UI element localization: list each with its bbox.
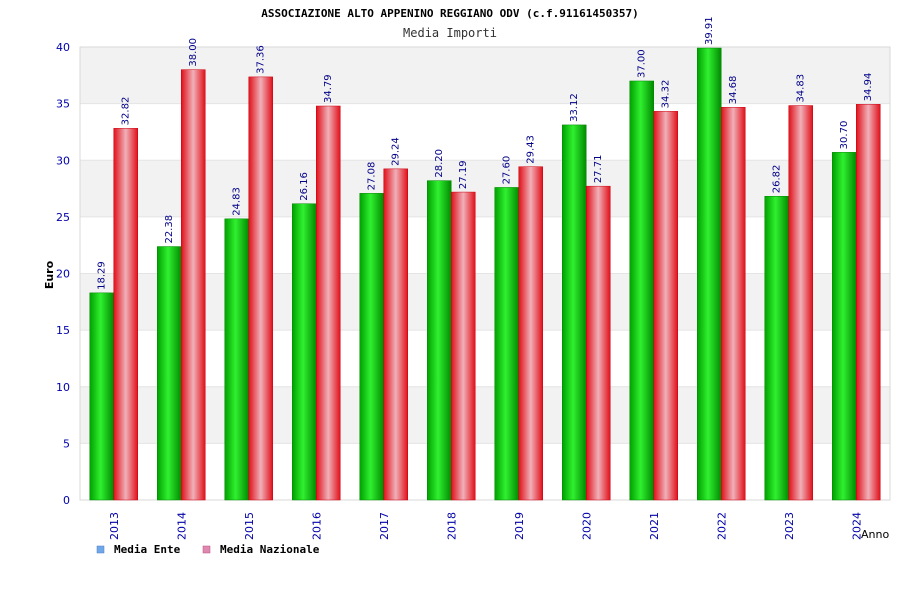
bar-media-ente-2020: [562, 124, 587, 501]
bar-media-nazionale-2023: [788, 105, 813, 501]
bar-media-ente-2023: [764, 196, 789, 501]
y-tick-label: 20: [56, 268, 70, 281]
y-axis-ticks: 0 5 10 15 20 25 30 35 40: [56, 41, 70, 507]
legend-swatch-media-nazionale: [202, 545, 211, 554]
data-label-media-nazionale-2021: 34.32: [661, 80, 672, 109]
x-tick-label-2022: 2022: [715, 512, 728, 540]
bar-media-nazionale-2022: [721, 106, 746, 501]
x-tick-label-2019: 2019: [513, 512, 526, 540]
bar-media-ente-2017: [359, 193, 384, 501]
x-tick-label-2023: 2023: [783, 512, 796, 540]
x-tick-label-2017: 2017: [378, 512, 391, 540]
y-tick-label: 40: [56, 41, 70, 54]
legend-label-media-ente: Media Ente: [114, 543, 181, 556]
data-label-media-ente-2024: 30.70: [839, 121, 850, 150]
x-axis-label: Anno: [861, 528, 889, 541]
data-label-media-nazionale-2013: 32.82: [121, 97, 132, 126]
x-tick-label-2015: 2015: [243, 512, 256, 540]
data-label-media-ente-2022: 39.91: [704, 16, 715, 45]
data-label-media-ente-2015: 24.83: [232, 187, 243, 216]
plot-band: [80, 47, 890, 104]
bar-media-ente-2013: [89, 292, 114, 501]
x-tick-label-2013: 2013: [108, 512, 121, 540]
plot-band: [80, 160, 890, 217]
bar-media-nazionale-2014: [181, 69, 206, 501]
legend: Media Ente Media Nazionale: [96, 543, 320, 556]
bar-media-nazionale-2021: [653, 111, 678, 501]
data-label-media-ente-2018: 28.20: [434, 149, 445, 178]
data-label-media-nazionale-2015: 37.36: [256, 45, 267, 74]
bar-media-nazionale-2015: [248, 76, 273, 501]
bar-media-ente-2014: [157, 246, 182, 501]
x-tick-label-2018: 2018: [445, 512, 458, 540]
data-label-media-nazionale-2023: 34.83: [796, 74, 807, 103]
bar-media-nazionale-2020: [586, 185, 611, 501]
bar-media-ente-2015: [224, 218, 249, 501]
bar-media-ente-2022: [697, 47, 722, 501]
y-tick-label: 15: [56, 324, 70, 337]
bar-media-ente-2021: [629, 80, 654, 501]
data-label-media-nazionale-2019: 29.43: [526, 135, 537, 164]
x-tick-label-2020: 2020: [580, 512, 593, 540]
data-label-media-ente-2020: 33.12: [569, 93, 580, 122]
bar-media-nazionale-2013: [113, 128, 138, 501]
data-label-media-ente-2019: 27.60: [502, 156, 513, 185]
data-label-media-ente-2017: 27.08: [367, 162, 378, 191]
data-label-media-ente-2021: 37.00: [637, 49, 648, 78]
x-axis-ticks: 2013 2014 2015 2016 2017 2018 2019 2020 2021 2022…: [108, 512, 864, 540]
plot-band: [80, 386, 890, 444]
plot-band: [80, 443, 890, 500]
data-label-media-nazionale-2022: 34.68: [728, 76, 739, 105]
bar-media-nazionale-2024: [856, 104, 881, 501]
bar-media-ente-2016: [292, 203, 317, 501]
bar-media-nazionale-2017: [383, 168, 408, 501]
bar-media-ente-2018: [427, 180, 452, 501]
data-label-media-ente-2016: 26.16: [299, 172, 310, 201]
bar-media-nazionale-2018: [451, 191, 476, 501]
x-tick-label-2024: 2024: [850, 512, 863, 540]
bar-media-ente-2019: [494, 187, 519, 501]
bar-media-ente-2024: [832, 152, 857, 501]
legend-label-media-nazionale: Media Nazionale: [220, 543, 320, 556]
x-tick-label-2016: 2016: [310, 512, 323, 540]
y-tick-label: 25: [56, 211, 70, 224]
y-tick-label: 10: [56, 381, 70, 394]
data-label-media-nazionale-2018: 27.19: [458, 160, 469, 189]
plot-band: [80, 216, 890, 274]
data-label-media-nazionale-2017: 29.24: [391, 137, 402, 166]
chart-subtitle: Media Importi: [403, 26, 497, 40]
bars-group: 18.29 32.82 22.38 38.00 24.83 37.36 26.16 34.79…: [89, 16, 881, 501]
plot-band: [80, 103, 890, 161]
x-tick-label-2021: 2021: [648, 512, 661, 540]
bar-media-nazionale-2016: [316, 105, 341, 501]
bar-media-nazionale-2019: [518, 166, 543, 501]
plot-band: [80, 273, 890, 331]
x-tick-label-2014: 2014: [175, 512, 188, 540]
data-label-media-nazionale-2014: 38.00: [188, 38, 199, 67]
data-label-media-ente-2023: 26.82: [772, 165, 783, 194]
plot-border: [79, 46, 891, 501]
data-label-media-nazionale-2016: 34.79: [323, 74, 334, 103]
legend-swatch-media-ente: [96, 545, 105, 554]
y-tick-label: 0: [63, 494, 70, 507]
plot-background: [79, 46, 891, 501]
y-tick-label: 5: [63, 437, 70, 450]
plot-band: [80, 330, 890, 387]
y-tick-label: 30: [56, 154, 70, 167]
data-label-media-nazionale-2020: 27.71: [593, 155, 604, 184]
data-label-media-ente-2014: 22.38: [164, 215, 175, 244]
y-axis-label: Euro: [43, 260, 56, 289]
data-label-media-ente-2013: 18.29: [97, 261, 108, 290]
chart-title: ASSOCIAZIONE ALTO APPENINO REGGIANO ODV …: [261, 7, 639, 20]
y-tick-label: 35: [56, 98, 70, 111]
data-label-media-nazionale-2024: 34.94: [863, 73, 874, 102]
